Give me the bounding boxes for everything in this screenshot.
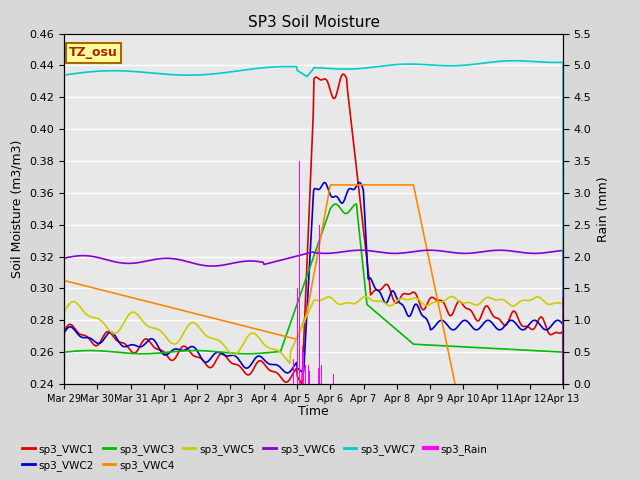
- Legend: sp3_VWC1, sp3_VWC2, sp3_VWC3, sp3_VWC4, sp3_VWC5, sp3_VWC6, sp3_VWC7, sp3_Rain: sp3_VWC1, sp3_VWC2, sp3_VWC3, sp3_VWC4, …: [18, 439, 492, 475]
- Y-axis label: Rain (mm): Rain (mm): [597, 176, 610, 241]
- Text: TZ_osu: TZ_osu: [69, 47, 118, 60]
- Y-axis label: Soil Moisture (m3/m3): Soil Moisture (m3/m3): [11, 140, 24, 278]
- X-axis label: Time: Time: [298, 405, 329, 418]
- Title: SP3 Soil Moisture: SP3 Soil Moisture: [248, 15, 380, 30]
